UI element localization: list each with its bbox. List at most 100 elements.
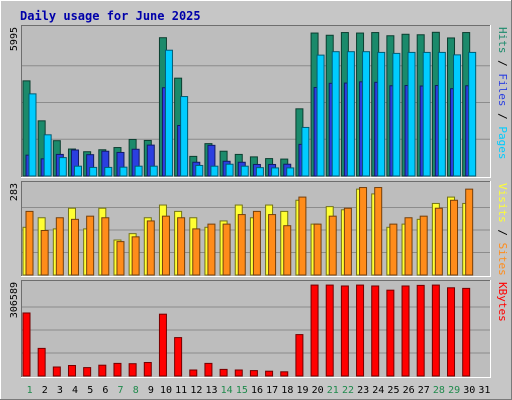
bar-pages-day-23 [362, 51, 371, 177]
legend-sites: Sites [496, 243, 509, 276]
x-axis: 1 2 3 4 5 6 7 8 9 10 11 12 13 14 15 16 17 18 19 20 21 22 23 24 2… [27, 385, 491, 396]
bar-sites-day-20 [313, 223, 322, 276]
x-tick-label-day-4: 4 [72, 385, 78, 396]
panel-legend: KBytes [496, 282, 509, 322]
bar-sites-day-15 [237, 214, 246, 276]
x-tick-label-day-3: 3 [57, 385, 63, 396]
x-tick-label-day-21: 21 [327, 385, 339, 396]
bar-pages-day-13 [210, 165, 219, 177]
bar-pages-day-10 [164, 49, 173, 177]
legend-hits: Hits [496, 27, 509, 54]
bar-kbytes-day-27 [416, 284, 425, 377]
bar-kbytes-day-17 [265, 370, 274, 377]
bar-pages-day-5 [89, 166, 98, 177]
x-tick-label-day-26: 26 [403, 385, 415, 396]
panel-visits_sites: 283 Visits / Sites [9, 181, 509, 277]
x-tick-label-day-19: 19 [296, 385, 308, 396]
bar-sites-day-5 [86, 215, 95, 276]
bar-sites-day-17 [268, 214, 277, 276]
bar-pages-day-2 [43, 134, 52, 177]
x-tick-label-day-23: 23 [357, 385, 369, 396]
bar-pages-day-17 [271, 167, 280, 177]
x-tick-label-day-16: 16 [251, 385, 263, 396]
bar-kbytes-day-30 [462, 287, 471, 377]
bar-pages-day-18 [286, 167, 295, 177]
bar-sites-day-26 [404, 217, 413, 276]
bar-kbytes-day-13 [204, 362, 213, 377]
bar-pages-day-21 [331, 51, 340, 177]
x-tick-label-day-27: 27 [418, 385, 430, 396]
bar-sites-day-1 [25, 210, 34, 276]
bar-pages-day-9 [149, 165, 158, 177]
bar-sites-day-16 [252, 210, 261, 276]
bar-kbytes-day-22 [340, 285, 349, 377]
x-tick-label-day-18: 18 [281, 385, 293, 396]
bar-sites-day-27 [419, 215, 428, 276]
bar-pages-day-15 [240, 165, 249, 177]
x-tick-label-day-14: 14 [221, 385, 233, 396]
bar-kbytes-day-26 [401, 285, 410, 377]
bar-kbytes-day-8 [128, 363, 137, 377]
legend-kbytes: KBytes [496, 282, 509, 322]
bar-sites-day-14 [222, 223, 231, 276]
y-max-label: 306589 [9, 282, 20, 318]
bar-pages-day-8 [134, 165, 143, 177]
bar-sites-day-9 [146, 220, 155, 276]
x-tick-label-day-9: 9 [148, 385, 154, 396]
bar-sites-day-19 [298, 196, 307, 276]
x-tick-label-day-30: 30 [463, 385, 475, 396]
bar-sites-day-30 [465, 188, 474, 276]
x-tick-label-day-22: 22 [342, 385, 354, 396]
y-max-label: 283 [9, 183, 20, 201]
bar-sites-day-13 [207, 223, 216, 276]
x-tick-label-day-11: 11 [175, 385, 187, 396]
bar-kbytes-day-7 [113, 362, 122, 377]
bar-sites-day-11 [177, 217, 186, 276]
bar-sites-day-3 [55, 217, 64, 276]
bar-kbytes-day-3 [52, 366, 61, 377]
bar-sites-day-23 [359, 187, 368, 276]
legend-separator: / [496, 54, 509, 74]
x-tick-label-day-5: 5 [87, 385, 93, 396]
x-tick-label-day-12: 12 [190, 385, 202, 396]
x-tick-label-day-17: 17 [266, 385, 278, 396]
bar-kbytes-day-16 [249, 370, 258, 377]
panel-hits_files_pages: 5995 Hits / Files / Pages [9, 25, 509, 178]
panel-kbytes: 306589 KBytes [9, 280, 509, 378]
panel-legend: Hits / Files / Pages [496, 27, 509, 160]
x-tick-label-day-29: 29 [448, 385, 460, 396]
bar-sites-day-22 [343, 207, 352, 276]
bar-pages-day-14 [225, 163, 234, 177]
bar-kbytes-day-12 [189, 369, 198, 377]
x-tick-label-day-15: 15 [236, 385, 248, 396]
bar-kbytes-day-21 [325, 284, 334, 377]
bar-kbytes-day-28 [431, 284, 440, 377]
bar-pages-day-26 [407, 51, 416, 177]
bar-pages-day-16 [255, 167, 264, 177]
bar-pages-day-22 [346, 51, 355, 177]
bar-sites-day-28 [434, 207, 443, 276]
bar-pages-day-20 [316, 54, 325, 177]
bar-kbytes-day-25 [386, 289, 395, 377]
bar-kbytes-day-4 [67, 364, 76, 377]
y-max-label: 5995 [9, 27, 20, 51]
x-tick-label-day-31: 31 [478, 385, 490, 396]
legend-pages: Pages [496, 126, 509, 159]
chart-title: Daily usage for June 2025 [20, 9, 201, 23]
bar-sites-day-18 [283, 225, 292, 276]
panel-background [21, 280, 491, 378]
bar-pages-day-28 [437, 51, 446, 177]
bar-kbytes-day-6 [98, 364, 107, 377]
legend-separator: / [496, 107, 509, 127]
bar-kbytes-day-23 [356, 284, 365, 377]
x-tick-label-day-1: 1 [27, 385, 33, 396]
bar-kbytes-day-14 [219, 368, 228, 377]
bar-kbytes-day-19 [295, 334, 304, 377]
bar-kbytes-day-2 [37, 347, 46, 377]
bar-kbytes-day-1 [22, 312, 31, 377]
bar-pages-day-11 [180, 96, 189, 177]
bar-sites-day-10 [161, 215, 170, 276]
x-tick-label-day-25: 25 [387, 385, 399, 396]
bar-sites-day-25 [389, 223, 398, 276]
